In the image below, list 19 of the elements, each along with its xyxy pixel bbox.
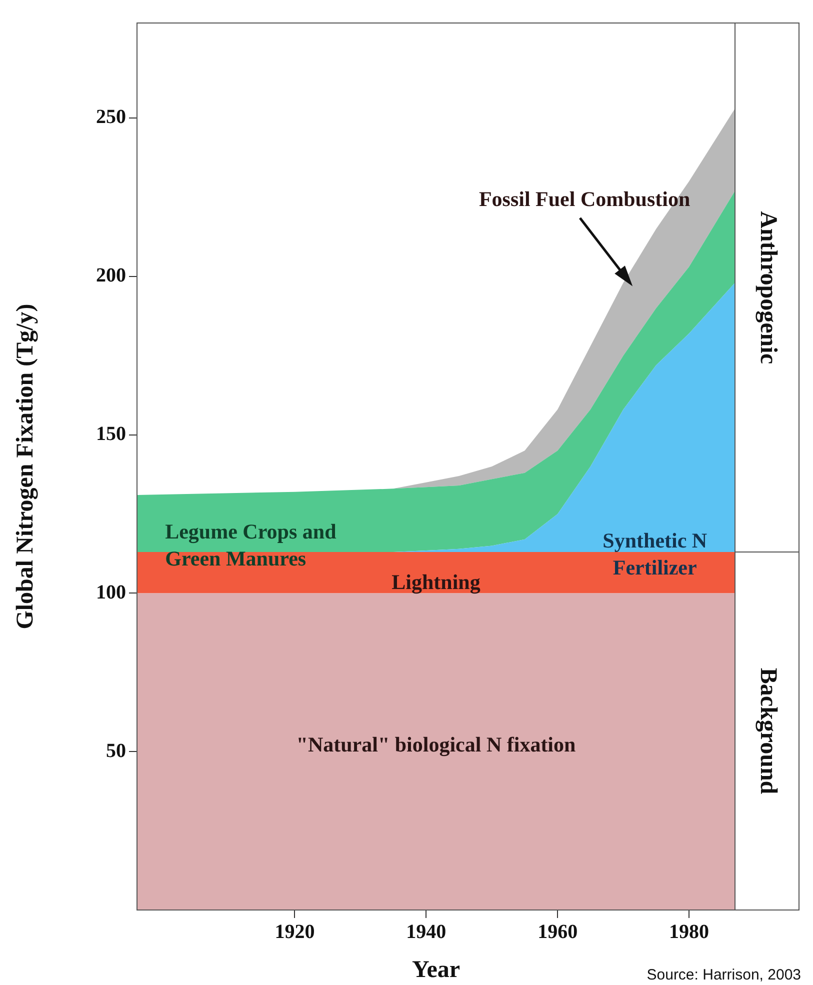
x-tick-label: 1960 (538, 921, 578, 944)
text: Background (754, 668, 781, 795)
series-label: Synthetic N Fertilizer (602, 528, 708, 580)
y-tick-label: 200 (96, 264, 126, 287)
x-tick-label: 1980 (669, 921, 709, 944)
x-axis-title: Year (412, 956, 460, 983)
x-tick-label: 1940 (406, 921, 446, 944)
series-label: Fossil Fuel Combustion (478, 186, 690, 211)
series-label: "Natural" biological N fixation (296, 732, 576, 756)
y-tick-label: 50 (106, 740, 126, 762)
text: Anthropogenic (754, 211, 781, 364)
source-note: Source: Harrison, 2003 (646, 966, 801, 984)
series-label: Lightning (392, 570, 481, 594)
y-tick-label: 150 (96, 422, 126, 445)
y-axis-title: Global Nitrogen Fixation (Tg/y) (12, 304, 39, 630)
y-tick-label: 250 (96, 106, 126, 128)
x-tick-label: 1920 (274, 921, 315, 944)
y-tick-label: 100 (96, 581, 126, 604)
series-label: Legume Crops and Green Manures (165, 519, 337, 570)
